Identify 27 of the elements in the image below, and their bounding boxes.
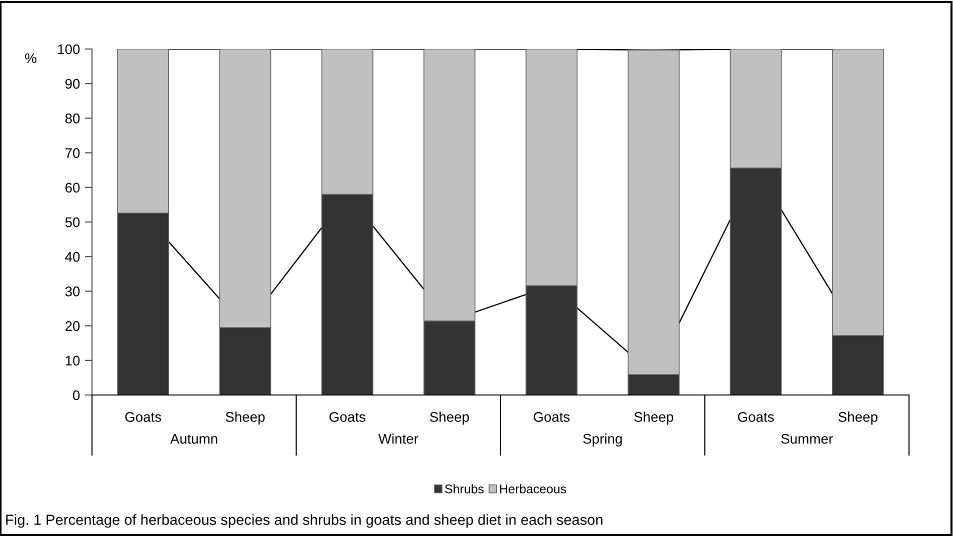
x-tick-label: Sheep <box>634 412 674 425</box>
x-tick-label: Sheep <box>838 412 878 425</box>
text: Autumn <box>170 434 218 444</box>
y-tick-label: 70 <box>65 148 80 158</box>
x-tick-label: Sheep <box>226 412 265 425</box>
y-tick-label: 60 <box>65 182 80 193</box>
y-axis-title: % <box>25 53 36 64</box>
y-tick-label: 80 <box>65 114 80 124</box>
x-tick-label: Goats <box>125 412 162 422</box>
x-tick-label: Goats <box>738 412 774 422</box>
y-tick-label: 90 <box>65 78 80 89</box>
x-tick-label: Sheep <box>430 412 469 425</box>
text: Summer <box>781 434 833 444</box>
legend-label: Herbaceous <box>500 484 566 494</box>
text: Winter <box>378 434 418 444</box>
y-tick-label: 0 <box>73 390 80 400</box>
x-tick-label: Goats <box>534 412 570 422</box>
y-tick-label: 10 <box>66 356 80 366</box>
y-tick-label: 50 <box>65 217 80 228</box>
y-tick-label: 20 <box>65 321 80 331</box>
y-tick-label: 100 <box>58 44 80 54</box>
legend-label: Shrubs <box>445 484 484 494</box>
text: Spring <box>583 434 622 446</box>
caption: Fig. 1 Percentage of herbaceous species and shrubs in goats and sheep diet in each season <box>6 514 602 528</box>
y-tick-label: 40 <box>65 252 80 262</box>
x-tick-label: Goats <box>329 412 366 422</box>
y-tick-label: 30 <box>65 286 80 296</box>
